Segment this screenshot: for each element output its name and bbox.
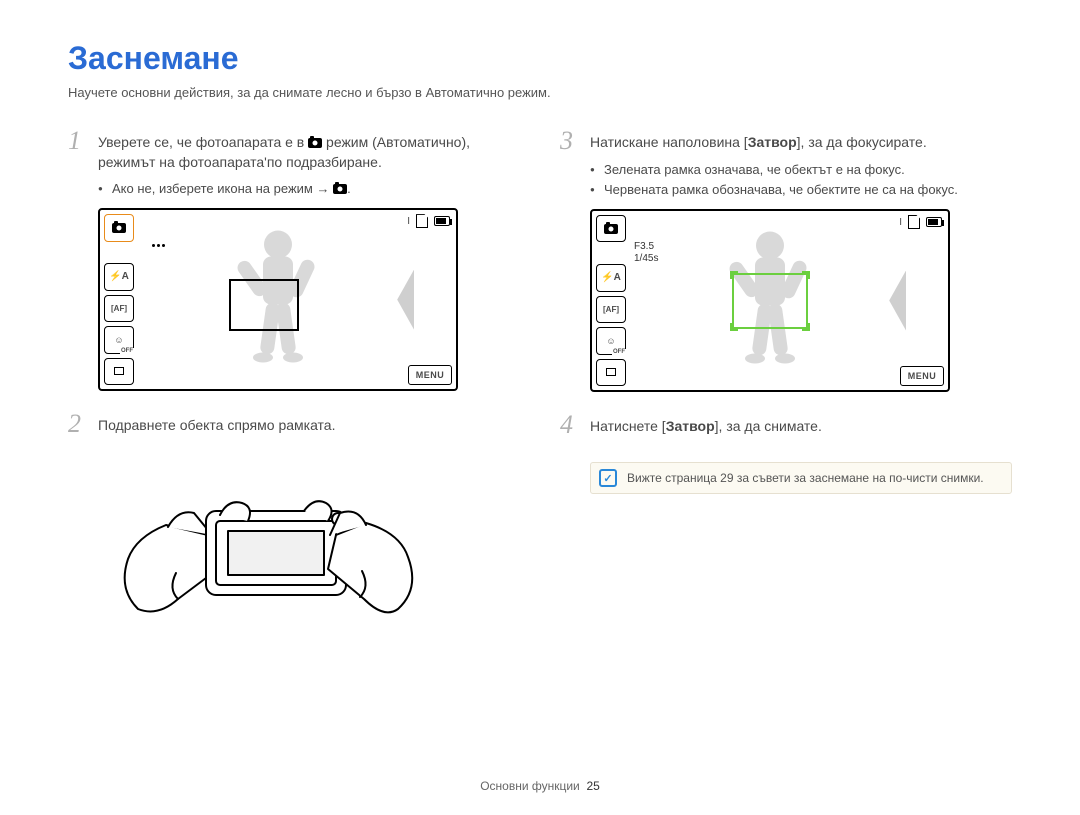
screen-left-icons: ⚡A [AF] ☺ — [596, 215, 630, 386]
status-bar: I — [899, 215, 942, 229]
shutter-speed: 1/45s — [634, 253, 658, 265]
page-title: Заснемане — [68, 40, 1012, 77]
camera-icon — [112, 223, 126, 233]
step-1: 1 Уверете се, че фотоапарата е в режим (… — [68, 128, 520, 173]
dots-icon — [150, 240, 166, 250]
exposure-readout: F3.5 1/45s — [634, 241, 658, 265]
face-glyph: ☺ — [606, 336, 615, 346]
note-text: Вижте страница 29 за съвети за заснемане… — [627, 471, 984, 485]
face-glyph: ☺ — [114, 335, 123, 345]
right-column: 3 Натискане наполовина [Затвор], за да ф… — [560, 128, 1012, 639]
sdcard-icon — [908, 215, 920, 229]
footer-section: Основни функции — [480, 779, 580, 793]
camera-icon — [333, 184, 347, 194]
camera-icon — [308, 138, 322, 148]
screen-left-icons: ⚡A [AF] ☺ — [104, 214, 138, 385]
step-3: 3 Натискане наполовина [Затвор], за да ф… — [560, 128, 1012, 154]
step-2: 2 Подравнете обекта спрямо рамката. — [68, 411, 520, 437]
mode-icon-selected — [104, 214, 134, 241]
face-off-icon: ☺ — [104, 326, 134, 353]
camera-icon — [604, 224, 618, 234]
battery-icon — [926, 217, 942, 227]
camera-screen-figure-2: ⚡A [AF] ☺ I F3.5 1/45s MENU — [590, 209, 950, 392]
left-column: 1 Уверете се, че фотоапарата е в режим (… — [68, 128, 520, 639]
status-i: I — [407, 216, 410, 227]
step-number: 4 — [560, 412, 590, 438]
step-text: Натискане наполовина [Затвор], за да фок… — [590, 128, 927, 154]
sdcard-icon — [416, 214, 428, 228]
step1-bullet: Ако не, изберете икона на режим → . — [98, 179, 520, 199]
content-columns: 1 Уверете се, че фотоапарата е в режим (… — [68, 128, 1012, 639]
focus-frame-green — [732, 273, 808, 329]
step-text: Подравнете обекта спрямо рамката. — [98, 411, 335, 437]
step-4: 4 Натиснете [Затвор], за да снимате. — [560, 412, 1012, 438]
mode-icon — [596, 215, 626, 242]
focus-frame — [229, 279, 299, 331]
s4-after: ], за да снимате. — [715, 418, 822, 434]
grid-icon — [596, 359, 626, 386]
page-footer: Основни функции 25 — [0, 779, 1080, 793]
step1-bullets: Ако не, изберете икона на режим → . — [98, 179, 520, 199]
s4-before: Натиснете [ — [590, 418, 666, 434]
step-number: 1 — [68, 128, 98, 173]
af-label: [AF] — [111, 304, 127, 313]
bullet-after: . — [347, 181, 351, 196]
flash-label: ⚡A — [601, 272, 621, 283]
menu-button: MENU — [900, 366, 944, 386]
f-number: F3.5 — [634, 241, 658, 253]
note-check-icon: ✓ — [599, 469, 617, 487]
grid-icon — [104, 358, 134, 385]
step-number: 3 — [560, 128, 590, 154]
intro-text: Научете основни действия, за да снимате … — [68, 85, 1012, 100]
s3-bold: Затвор — [748, 134, 797, 150]
s3-after: ], за да фокусирате. — [797, 134, 927, 150]
status-bar: I — [407, 214, 450, 228]
bullet-before: Ако не, изберете икона на режим → — [112, 181, 333, 196]
flash-label: ⚡A — [109, 271, 129, 282]
square-icon — [114, 367, 124, 375]
step1-before: Уверете се, че фотоапарата е в — [98, 134, 308, 150]
square-icon — [606, 368, 616, 376]
s3-before: Натискане наполовина [ — [590, 134, 748, 150]
side-arrow-icon — [390, 270, 414, 330]
s4-bold: Затвор — [666, 418, 715, 434]
tip-note: ✓ Вижте страница 29 за съвети за заснема… — [590, 462, 1012, 494]
step3-bullet-1: Зелената рамка означава, че обектът е на… — [590, 160, 1012, 180]
af-label: [AF] — [603, 305, 619, 314]
step3-bullet-2: Червената рамка обозначава, че обектите … — [590, 180, 1012, 200]
flash-icon: ⚡A — [104, 263, 134, 290]
step3-bullets: Зелената рамка означава, че обектът е на… — [590, 160, 1012, 199]
side-arrow-icon — [882, 271, 906, 331]
step-text: Уверете се, че фотоапарата е в режим (Ав… — [98, 128, 520, 173]
step-text: Натиснете [Затвор], за да снимате. — [590, 412, 822, 438]
status-i: I — [899, 217, 902, 228]
camera-screen-figure-1: ⚡A [AF] ☺ I MENU — [98, 208, 458, 391]
af-icon: [AF] — [104, 295, 134, 322]
battery-icon — [434, 216, 450, 226]
hands-holding-camera-figure — [108, 449, 428, 639]
page-number: 25 — [586, 779, 599, 793]
flash-icon: ⚡A — [596, 264, 626, 291]
face-off-icon: ☺ — [596, 327, 626, 354]
menu-button: MENU — [408, 365, 452, 385]
af-icon: [AF] — [596, 296, 626, 323]
step-number: 2 — [68, 411, 98, 437]
